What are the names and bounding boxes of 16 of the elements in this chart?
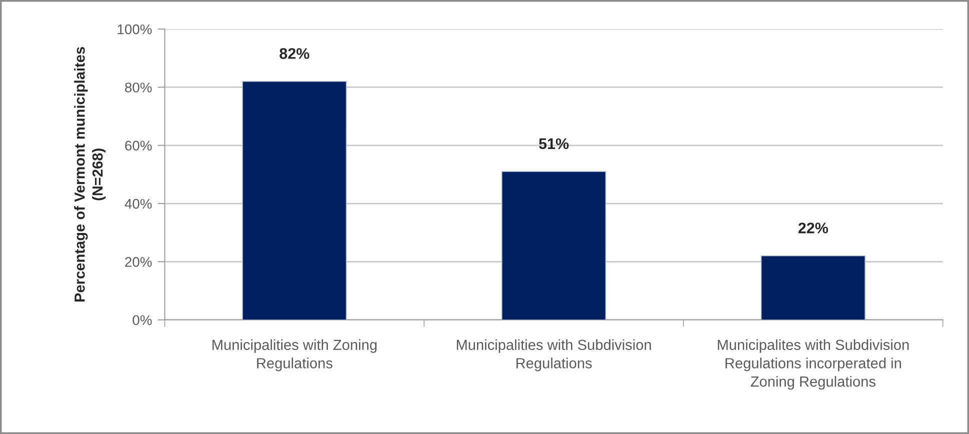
x-tick-label: Municipalities with Subdivision Regulations (456, 339, 651, 372)
x-tick-label: Municipalites with Subdivision Regulations incorperated in Zoning Regulations (718, 339, 909, 390)
data-label: 82% (280, 48, 310, 59)
y-tick-label: 60% (125, 140, 152, 151)
y-tick-label: 0% (132, 315, 152, 326)
bar (760, 255, 866, 320)
y-tick-label: 20% (125, 257, 152, 267)
data-label: 22% (798, 222, 828, 234)
y-axis-title: Percentage of Vermont municiplaites (N=268) (74, 47, 106, 302)
data-label: 51% (538, 138, 569, 150)
bar (501, 171, 606, 320)
y-tick-label: 80% (125, 82, 152, 92)
bar (242, 81, 347, 320)
y-tick-label: 100% (118, 24, 152, 34)
x-tick-label: Municipalities with Zoning Regulations (212, 339, 377, 372)
y-tick-label: 40% (124, 198, 152, 209)
